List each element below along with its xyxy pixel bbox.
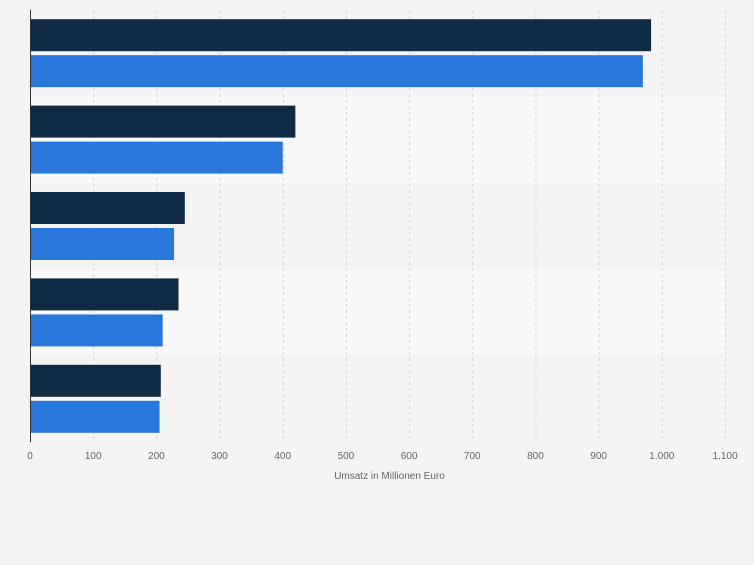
bar (30, 228, 175, 260)
bar (30, 105, 296, 138)
x-tick-label: 700 (464, 451, 481, 462)
x-tick-label: 300 (211, 451, 228, 462)
bar (30, 314, 163, 347)
bar (30, 192, 185, 224)
x-tick-label: 600 (401, 451, 418, 462)
bar (30, 55, 643, 88)
x-tick-label: 900 (590, 451, 607, 462)
x-tick-label: 400 (274, 451, 291, 462)
x-tick-label: 1.000 (649, 451, 674, 462)
x-axis-label: Umsatz in Millionen Euro (334, 471, 445, 482)
x-tick-label: 800 (527, 451, 544, 462)
x-tick-label: 500 (338, 451, 355, 462)
x-tick-label: 1.100 (712, 451, 737, 462)
x-tick-label: 0 (27, 451, 33, 462)
x-tick-label: 100 (85, 451, 102, 462)
bar (30, 141, 283, 174)
bars (30, 19, 652, 433)
bar (30, 19, 652, 52)
bar (30, 364, 161, 397)
bar (30, 278, 179, 311)
bar (30, 400, 160, 433)
x-tick-label: 200 (148, 451, 165, 462)
x-tick-labels: 0 100 200 300 400 500 600 700 800 900 1.000 1.100 (27, 451, 738, 462)
